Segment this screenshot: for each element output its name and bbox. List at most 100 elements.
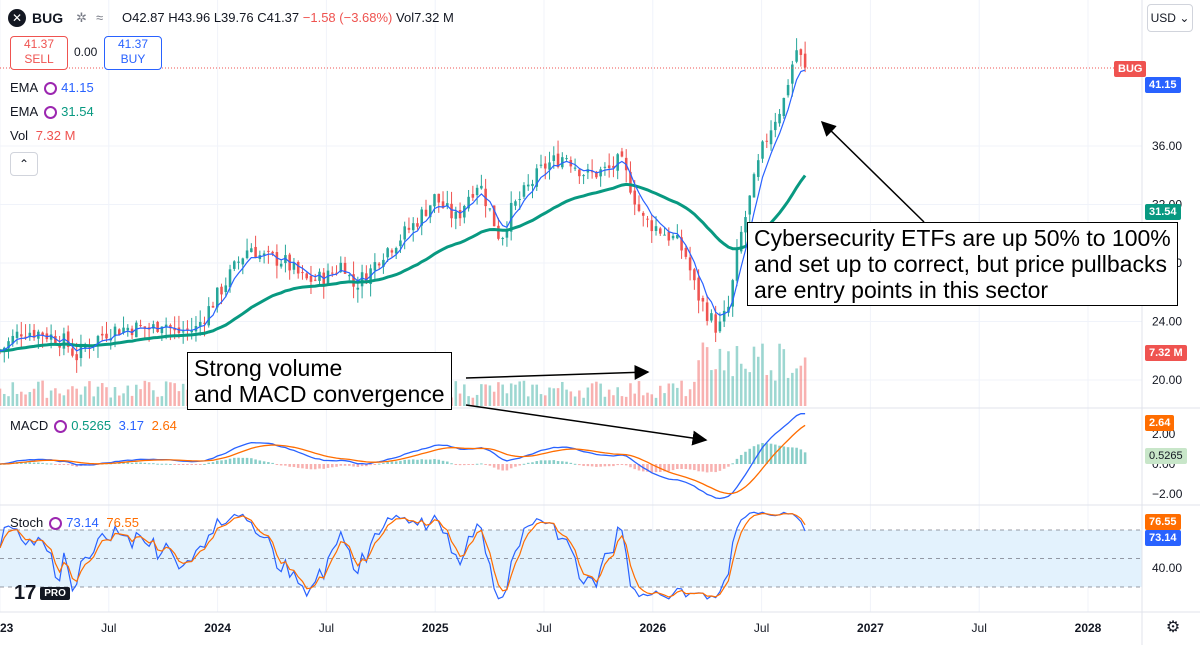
macd-hist-bar xyxy=(41,462,44,464)
volume-bar xyxy=(147,382,151,406)
macd-hist-bar xyxy=(480,463,483,465)
volume-bar xyxy=(135,384,138,406)
candle-body xyxy=(803,53,807,68)
macd-hist-bar xyxy=(727,464,730,467)
candle-body xyxy=(458,210,462,219)
macd-hist-value: 0.5265 xyxy=(71,418,112,433)
candle-body xyxy=(326,270,330,286)
volume-bar xyxy=(156,396,159,406)
macd-hist-bar xyxy=(526,462,530,464)
annotation-volume-macd: Strong volume and MACD convergence xyxy=(187,352,452,410)
sell-button[interactable]: 41.37 SELL xyxy=(10,36,68,70)
gear-icon[interactable]: ⚙ xyxy=(1165,619,1181,636)
volume-bar xyxy=(710,370,713,406)
settings-cycle-icon[interactable] xyxy=(44,106,58,119)
ema-fast-legend[interactable]: EMA 41.15 xyxy=(10,80,94,95)
volume-bar xyxy=(744,368,747,406)
compare-icon[interactable]: ≈ xyxy=(96,10,104,25)
macd-hist-bar xyxy=(348,464,351,466)
candle-body xyxy=(139,325,142,327)
macd-hist-bar xyxy=(262,461,266,464)
volume-bar xyxy=(152,390,155,406)
macd-hist-bar xyxy=(407,459,411,464)
candle-body xyxy=(480,185,483,189)
ema-fast-value: 41.15 xyxy=(61,80,94,95)
volume-legend[interactable]: Vol 7.32 M xyxy=(10,128,75,143)
macd-hist-bar xyxy=(722,464,726,469)
stoch-legend[interactable]: Stoch 73.14 76.55 xyxy=(10,515,139,530)
tradingview-logo[interactable]: 17 PRO xyxy=(14,582,70,605)
candle-body xyxy=(62,333,66,349)
macd-hist-bar xyxy=(186,464,189,465)
currency-selector[interactable]: USD ⌄ xyxy=(1147,4,1193,32)
candles xyxy=(0,38,807,373)
buy-button[interactable]: 41.37 BUY xyxy=(104,36,162,70)
macd-hist-bar xyxy=(66,464,70,466)
macd-hist-bar xyxy=(241,457,245,464)
candle-body xyxy=(233,261,236,269)
volume-bar xyxy=(83,386,87,406)
macd-hist-bar xyxy=(190,464,193,465)
macd-hist-bar xyxy=(586,464,590,467)
macd-hist-bar xyxy=(803,452,807,464)
volume-bar xyxy=(164,381,168,406)
close-icon[interactable]: ✕ xyxy=(8,9,26,27)
candle-body xyxy=(390,250,394,253)
macd-hist-bar xyxy=(130,462,134,464)
volume-bar xyxy=(54,388,57,406)
macd-hist-bar xyxy=(518,464,521,466)
macd-hist-bar xyxy=(543,460,547,464)
candle-body xyxy=(727,306,730,313)
volume-bar xyxy=(752,346,756,406)
candle-body xyxy=(262,253,266,256)
macd-hist-bar xyxy=(267,462,270,464)
macd-hist-bar xyxy=(676,464,679,469)
candle-body xyxy=(599,169,602,177)
macd-hist-bar xyxy=(62,464,66,465)
volume-bar xyxy=(113,387,117,406)
candle-body xyxy=(778,113,781,124)
volume-bar xyxy=(526,396,530,406)
macd-hist-bar xyxy=(394,461,398,464)
candle-body xyxy=(612,165,615,168)
volume-bar xyxy=(75,388,78,406)
candle-body xyxy=(275,252,279,266)
x-tick-label: Jul xyxy=(536,621,551,635)
buy-label: BUY xyxy=(120,52,146,66)
settings-cycle-icon[interactable] xyxy=(44,82,58,95)
y-tick-label: 36.00 xyxy=(1152,139,1182,153)
settings-cycle-icon[interactable] xyxy=(54,420,68,433)
volume-bar xyxy=(701,342,705,406)
volume-bar xyxy=(522,380,526,406)
collapse-legend-button[interactable]: ⌃ xyxy=(10,152,38,176)
volume-bar xyxy=(118,395,121,406)
candle-body xyxy=(543,163,547,169)
settings-cycle-icon[interactable] xyxy=(49,517,63,530)
macd-hist-bar xyxy=(761,443,764,464)
ema-slow-legend[interactable]: EMA 31.54 xyxy=(10,104,94,119)
volume-bar xyxy=(543,395,547,406)
candle-body xyxy=(539,164,543,166)
candle-body xyxy=(492,205,496,227)
macd-hist-bar xyxy=(769,443,773,464)
annotation-line: Strong volume xyxy=(194,355,343,381)
ticker-price-tag: BUG xyxy=(1114,61,1147,77)
candle-body xyxy=(331,272,334,274)
candle-body xyxy=(313,279,317,281)
stoch-d-value: 76.55 xyxy=(106,515,139,530)
macd-hist-bar xyxy=(135,462,138,464)
volume-bar xyxy=(565,389,568,406)
volume-bar xyxy=(514,384,517,406)
volume-bar xyxy=(0,388,2,406)
candle-body xyxy=(339,262,343,272)
macd-hist-bar xyxy=(279,464,283,466)
vol-label: Vol xyxy=(10,128,29,143)
macd-hist-bar xyxy=(220,460,223,464)
snowflake-icon[interactable]: ✲ xyxy=(76,10,87,25)
candle-body xyxy=(365,273,368,284)
macd-hist-bar xyxy=(509,464,513,469)
macd-legend[interactable]: MACD 0.5265 3.17 2.64 xyxy=(10,418,177,433)
macd-hist-bar xyxy=(475,463,479,465)
macd-hist-bar xyxy=(275,464,279,465)
